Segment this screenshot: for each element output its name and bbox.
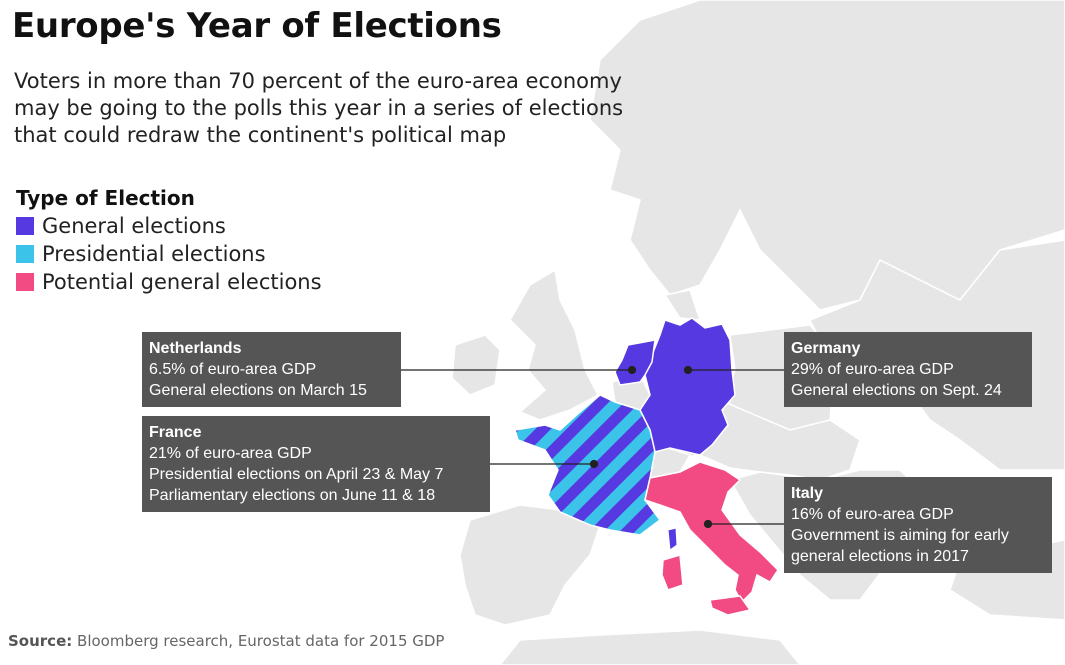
- france-shape: [514, 394, 662, 536]
- legend-label-general: General elections: [42, 214, 226, 238]
- callout-italy-name: Italy: [791, 485, 824, 502]
- callout-italy-gdp: 16% of euro-area GDP: [791, 506, 954, 523]
- legend-label-presidential: Presidential elections: [42, 242, 266, 266]
- callout-germany-name: Germany: [791, 340, 861, 357]
- callout-france-presidential: Presidential elections on April 23 & May…: [149, 466, 444, 483]
- source-label: Source:: [8, 632, 73, 650]
- legend-label-potential: Potential general elections: [42, 270, 322, 294]
- denmark: [663, 289, 702, 321]
- page-title: Europe's Year of Elections: [12, 6, 502, 46]
- legend-item-general: General elections: [16, 212, 322, 240]
- source-note: Source: Bloomberg research, Eurostat dat…: [8, 632, 444, 650]
- great-britain: [509, 268, 600, 421]
- callout-netherlands-gdp: 6.5% of euro-area GDP: [149, 361, 317, 378]
- callout-italy-election-1: Government is aiming for early: [791, 527, 1009, 544]
- germany-shape: [639, 317, 736, 456]
- scandinavia: [589, 0, 1065, 311]
- france-dot: [589, 459, 599, 469]
- callout-germany-gdp: 29% of euro-area GDP: [791, 361, 954, 378]
- iberia: [459, 504, 601, 626]
- legend-swatch-general: [16, 217, 34, 235]
- callout-germany: Germany 29% of euro-area GDP General ele…: [784, 332, 1032, 407]
- legend: Type of Election General elections Presi…: [16, 186, 322, 296]
- source-text: Bloomberg research, Eurostat data for 20…: [77, 632, 445, 650]
- sardinia-shape: [661, 554, 684, 591]
- legend-item-potential: Potential general elections: [16, 268, 322, 296]
- italy-shape: [644, 461, 779, 604]
- callout-germany-election: General elections on Sept. 24: [791, 382, 1002, 399]
- germany-dot: [683, 365, 693, 375]
- sicily-shape: [709, 595, 752, 616]
- page-subtitle: Voters in more than 70 percent of the eu…: [14, 69, 624, 147]
- callout-france-parliamentary: Parliamentary elections on June 11 & 18: [149, 487, 436, 504]
- callout-italy: Italy 16% of euro-area GDP Government is…: [784, 477, 1052, 573]
- callout-france-name: France: [149, 424, 202, 441]
- callout-italy-election-2: general elections in 2017: [791, 548, 969, 565]
- callout-netherlands-election: General elections on March 15: [149, 382, 367, 399]
- netherlands-dot: [627, 365, 637, 375]
- callout-france-gdp: 21% of euro-area GDP: [149, 445, 312, 462]
- callout-netherlands-name: Netherlands: [149, 340, 242, 357]
- legend-swatch-presidential: [16, 245, 34, 263]
- netherlands-shape: [614, 339, 656, 386]
- callout-france: France 21% of euro-area GDP Presidential…: [142, 416, 490, 512]
- italy-dot: [703, 519, 713, 529]
- legend-item-presidential: Presidential elections: [16, 240, 322, 268]
- corsica-shape: [667, 527, 678, 551]
- legend-title: Type of Election: [16, 186, 195, 210]
- callout-netherlands: Netherlands 6.5% of euro-area GDP Genera…: [142, 332, 401, 407]
- legend-swatch-potential: [16, 273, 34, 291]
- ireland: [451, 334, 501, 396]
- north-africa: [499, 629, 801, 665]
